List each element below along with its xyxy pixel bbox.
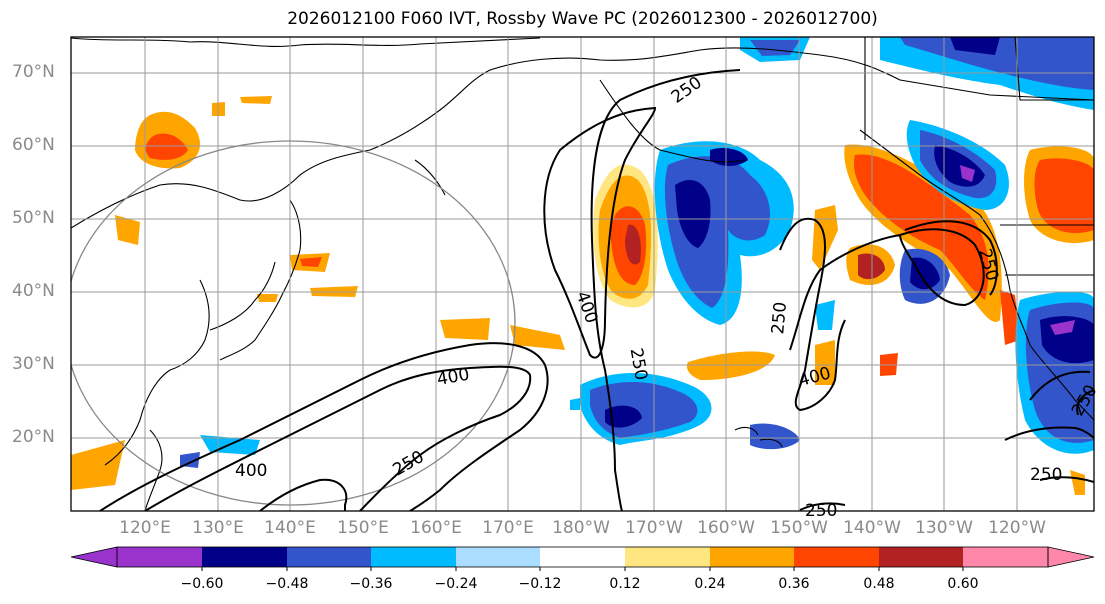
coastlines: [71, 37, 1094, 511]
colorbar-tick-label: 0.24: [694, 576, 726, 592]
contour-label: 400: [235, 461, 267, 481]
colorbar-segment: [963, 547, 1048, 567]
negative-anomaly-shading: [180, 37, 1094, 468]
lon-label: 120°E: [119, 518, 171, 538]
graticule: [71, 37, 1094, 511]
lat-label: 40°N: [12, 281, 55, 301]
lon-label: 140°W: [843, 518, 901, 538]
colorbar-tick-label: 0.48: [863, 576, 895, 592]
colorbar-tick-label: −0.12: [518, 576, 562, 592]
lat-label: 30°N: [12, 354, 55, 374]
contour-label: 250: [1030, 465, 1062, 485]
colorbar-segment: [202, 547, 287, 567]
lon-label: 130°E: [192, 518, 244, 538]
colorbar-max-arrow: [1047, 546, 1095, 568]
lon-label: 160°E: [410, 518, 462, 538]
colorbar-tick-label: 0.36: [778, 576, 810, 592]
lon-label: 150°W: [770, 518, 828, 538]
colorbar: [70, 546, 1095, 571]
colorbar-tick-label: −0.48: [265, 576, 309, 592]
contour-label: 250: [668, 73, 706, 108]
lon-label: 160°W: [697, 518, 755, 538]
lon-label: 120°W: [988, 518, 1046, 538]
colorbar-tick-label: −0.36: [349, 576, 393, 592]
colorbar-segment: [710, 547, 794, 567]
ivt-contours: [99, 69, 1094, 511]
lat-label: 20°N: [12, 427, 55, 447]
reference-circle: [71, 140, 516, 506]
colorbar-segment: [287, 547, 371, 567]
contour-label: 250: [768, 301, 791, 335]
colorbar-segment: [371, 547, 456, 567]
colorbar-segment: [879, 547, 963, 567]
colorbar-tick-label: −0.24: [434, 576, 478, 592]
colorbar-tick-label: 0.12: [609, 576, 641, 592]
map-title: 2026012100 F060 IVT, Rossby Wave PC (202…: [287, 9, 878, 29]
colorbar-min-arrow: [70, 546, 118, 568]
lon-label: 170°W: [625, 518, 683, 538]
lat-label: 60°N: [12, 135, 55, 155]
lat-label: 50°N: [12, 208, 55, 228]
contour-label: 400: [436, 365, 471, 390]
lon-label: 180°W: [552, 518, 610, 538]
colorbar-tick-label: 0.60: [947, 576, 979, 592]
colorbar-tick-label: −0.60: [180, 576, 224, 592]
colorbar-segment: [540, 547, 625, 567]
colorbar-segment: [625, 547, 710, 567]
contour-label: 400: [797, 363, 834, 391]
colorbar-frame: [116, 546, 1049, 568]
lon-label: 140°E: [264, 518, 316, 538]
lon-label: 170°E: [482, 518, 534, 538]
colorbar-segment: [456, 547, 540, 567]
colorbar-segment: [117, 547, 202, 567]
lat-label: 70°N: [12, 62, 55, 82]
map-frame: [70, 36, 1095, 512]
contour-label: 250: [805, 501, 837, 521]
lon-label: 130°W: [915, 518, 973, 538]
lon-label: 150°E: [337, 518, 389, 538]
colorbar-segment: [794, 547, 879, 567]
